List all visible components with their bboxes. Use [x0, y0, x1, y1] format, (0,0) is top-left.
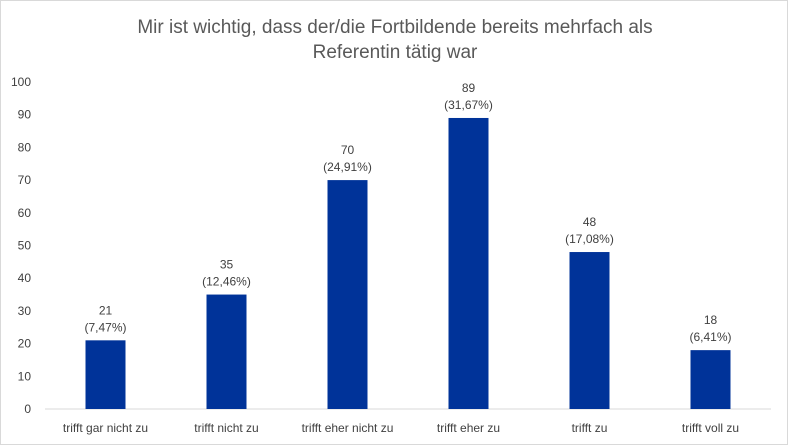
bar	[569, 252, 610, 409]
x-tick-label: trifft eher zu	[437, 421, 500, 435]
chart-title-line-2: Referentin tätig war	[312, 42, 478, 63]
y-tick-label: 40	[18, 271, 32, 285]
data-label-value: 21	[99, 303, 113, 317]
chart-title: Mir ist wichtig, dass der/die Fortbilden…	[1, 15, 788, 65]
y-tick-label: 70	[18, 173, 32, 187]
y-tick-label: 60	[18, 206, 32, 220]
bar	[327, 180, 368, 409]
x-tick-label: trifft zu	[572, 421, 608, 435]
bar	[448, 117, 489, 409]
y-tick-label: 0	[24, 402, 31, 416]
data-label-percent: (17,08%)	[565, 232, 614, 246]
bar	[206, 294, 247, 409]
data-label-value: 48	[583, 215, 597, 229]
bar	[690, 350, 731, 409]
data-label-percent: (24,91%)	[323, 160, 372, 174]
x-tick-label: trifft voll zu	[682, 421, 739, 435]
data-label-value: 35	[220, 258, 234, 272]
y-tick-label: 10	[18, 369, 32, 383]
bar	[85, 340, 126, 409]
x-tick-label: trifft gar nicht zu	[63, 421, 148, 435]
y-tick-label: 20	[18, 337, 32, 351]
data-label-percent: (7,47%)	[84, 320, 126, 334]
y-tick-label: 80	[18, 140, 32, 154]
data-label-percent: (12,46%)	[202, 275, 251, 289]
data-label-value: 89	[462, 81, 476, 95]
y-tick-label: 100	[11, 75, 31, 89]
y-tick-label: 90	[18, 108, 32, 122]
data-label-value: 70	[341, 143, 355, 157]
x-tick-label: trifft nicht zu	[194, 421, 258, 435]
y-tick-label: 50	[18, 239, 32, 253]
y-tick-label: 30	[18, 304, 32, 318]
chart-title-line-1: Mir ist wichtig, dass der/die Fortbilden…	[137, 17, 653, 38]
x-tick-label: trifft eher nicht zu	[302, 421, 394, 435]
data-label-value: 18	[704, 313, 718, 327]
data-label-percent: (31,67%)	[444, 98, 493, 112]
data-label-percent: (6,41%)	[689, 330, 731, 344]
